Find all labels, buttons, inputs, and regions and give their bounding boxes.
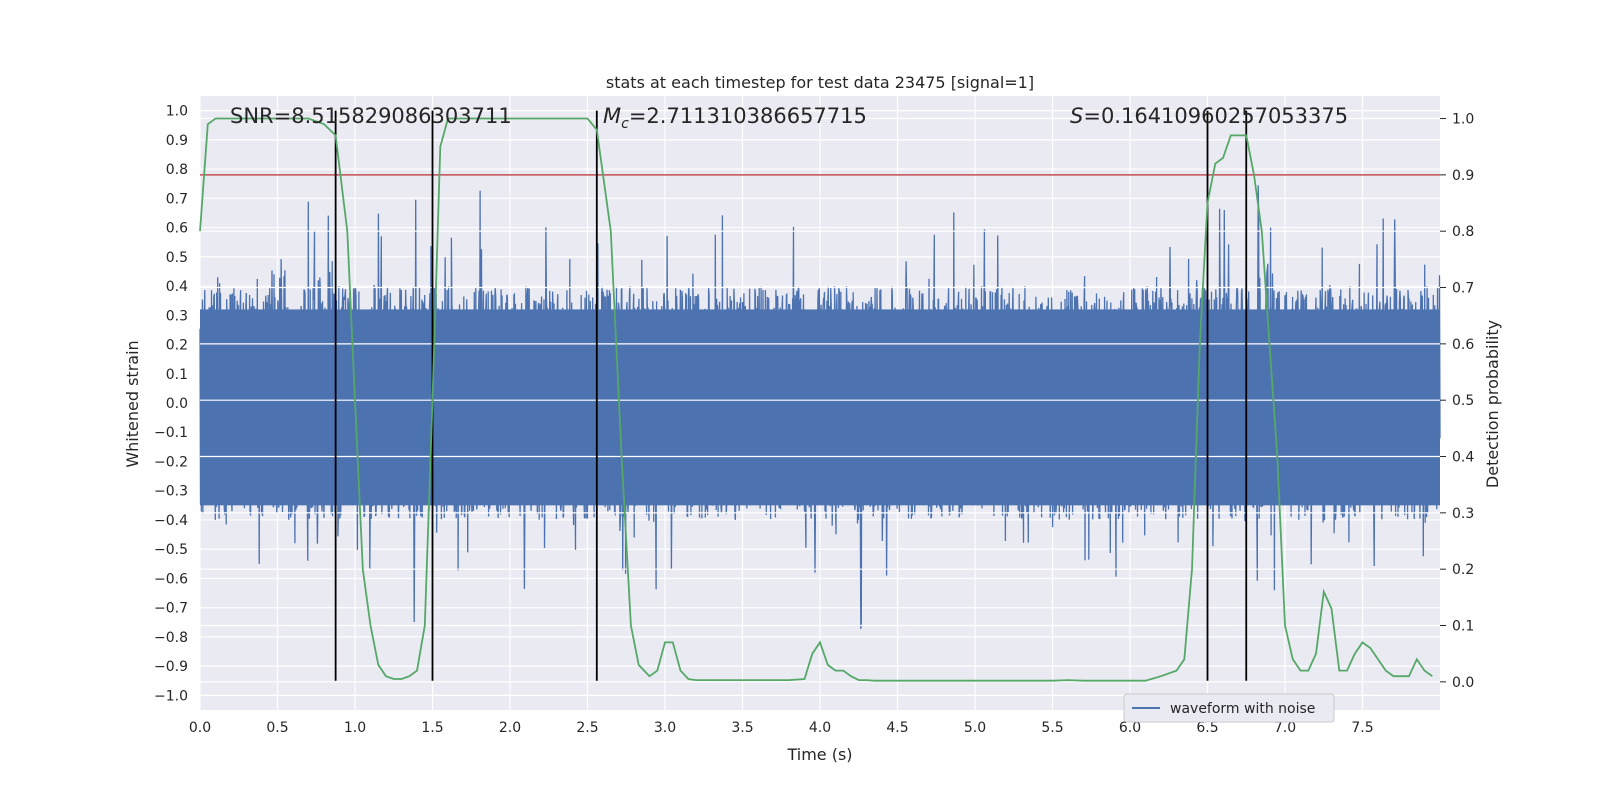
x-tick-label: 0.0 — [189, 720, 211, 736]
x-tick-label: 3.5 — [731, 720, 753, 736]
y-tick-label: −1.0 — [154, 688, 188, 704]
y-axis-label: Whitened strain — [123, 340, 142, 467]
chart-title: stats at each timestep for test data 234… — [606, 73, 1034, 92]
y2-tick-label: 0.9 — [1452, 168, 1474, 184]
x-tick-label: 7.5 — [1351, 720, 1373, 736]
legend-box — [1123, 693, 1335, 723]
y-tick-label: −0.8 — [154, 630, 188, 646]
y-tick-label: 0.4 — [166, 279, 188, 295]
y-tick-label: −0.6 — [154, 571, 188, 587]
y2-tick-label: 0.1 — [1452, 619, 1474, 635]
x-tick-label: 3.0 — [654, 720, 676, 736]
y-tick-label: 0.8 — [166, 162, 188, 178]
snr-annotation: SNR=8.515829086303711 — [230, 104, 512, 128]
y-tick-label: −0.5 — [154, 542, 188, 558]
y2-tick-label: 0.3 — [1452, 506, 1474, 522]
x-tick-label: 4.0 — [809, 720, 831, 736]
waveform-series — [199, 117, 1441, 683]
y-tick-label: 0.1 — [166, 367, 188, 383]
x-axis-label: Time (s) — [786, 745, 852, 764]
y-tick-label: −0.4 — [154, 513, 188, 529]
y-axis-ticks: 1.0 0.9 0.8 0.7 0.6 0.5 0.4 0.3 0.2 0.1 0.0 −0.1 −0.… — [154, 104, 188, 705]
y-tick-label: 0.6 — [166, 221, 188, 237]
x-tick-label: 1.0 — [344, 720, 366, 736]
chirp-mass-annotation: Mc=2.711310386657715 — [603, 104, 867, 132]
s-symbol: S — [1070, 104, 1083, 128]
x-tick-label: 6.5 — [1196, 720, 1218, 736]
y-tick-label: 0.9 — [166, 133, 188, 149]
y-tick-label: 0.7 — [166, 191, 188, 207]
y2-tick-label: 0.4 — [1452, 450, 1474, 466]
y-tick-label: 0.0 — [166, 396, 188, 412]
x-tick-label: 7.0 — [1274, 720, 1296, 736]
y-tick-label: 0.2 — [166, 338, 188, 354]
x-tick-label: 5.0 — [964, 720, 986, 736]
x-tick-label: 6.0 — [1119, 720, 1141, 736]
x-tick-label: 5.5 — [1041, 720, 1063, 736]
s-value: =0.16410960257053375 — [1083, 104, 1348, 128]
y2-tick-label: 0.7 — [1452, 281, 1474, 297]
y2-axis-label: Detection probability — [1483, 320, 1502, 488]
chirp-mass-symbol: M — [603, 104, 621, 128]
y2-tick-label: 0.6 — [1452, 337, 1474, 353]
y2-tick-label: 0.5 — [1452, 393, 1474, 409]
x-tick-label: 2.5 — [576, 720, 598, 736]
y-tick-label: 0.3 — [166, 308, 188, 324]
y-tick-label: 0.5 — [166, 250, 188, 266]
chirp-mass-subscript: c — [621, 116, 629, 132]
y2-tick-label: 0.0 — [1452, 675, 1474, 691]
x-tick-label: 1.5 — [421, 720, 443, 736]
legend-entry-waveform: waveform with noise — [1170, 701, 1315, 717]
detection-probability-line — [199, 117, 1433, 682]
legend: waveform with noise — [1123, 693, 1335, 723]
y-tick-label: −0.7 — [154, 601, 188, 617]
s-annotation: S=0.16410960257053375 — [1070, 104, 1348, 128]
y-tick-label: 1.0 — [166, 104, 188, 120]
x-tick-label: 0.5 — [266, 720, 288, 736]
y-tick-label: −0.1 — [154, 425, 188, 441]
y2-tick-label: 1.0 — [1452, 112, 1474, 128]
y2-tick-label: 0.2 — [1452, 562, 1474, 578]
chirp-mass-value: =2.711310386657715 — [629, 104, 867, 128]
y-tick-label: −0.3 — [154, 484, 188, 500]
y2-axis-ticks: 1.0 0.9 0.8 0.7 0.6 0.5 0.4 0.3 0.2 0.1 0.0 — [1440, 112, 1474, 691]
y-tick-label: −0.9 — [154, 659, 188, 675]
y2-tick-label: 0.8 — [1452, 224, 1474, 240]
x-tick-label: 4.5 — [886, 720, 908, 736]
x-axis-ticks: 0.0 0.5 1.0 1.5 2.0 2.5 3.0 3.5 4.0 4.5 5.0 5.5 6.0 6… — [189, 720, 1374, 736]
waveform-core-band — [200, 309, 1440, 506]
x-tick-label: 2.0 — [499, 720, 521, 736]
y-tick-label: −0.2 — [154, 454, 188, 470]
